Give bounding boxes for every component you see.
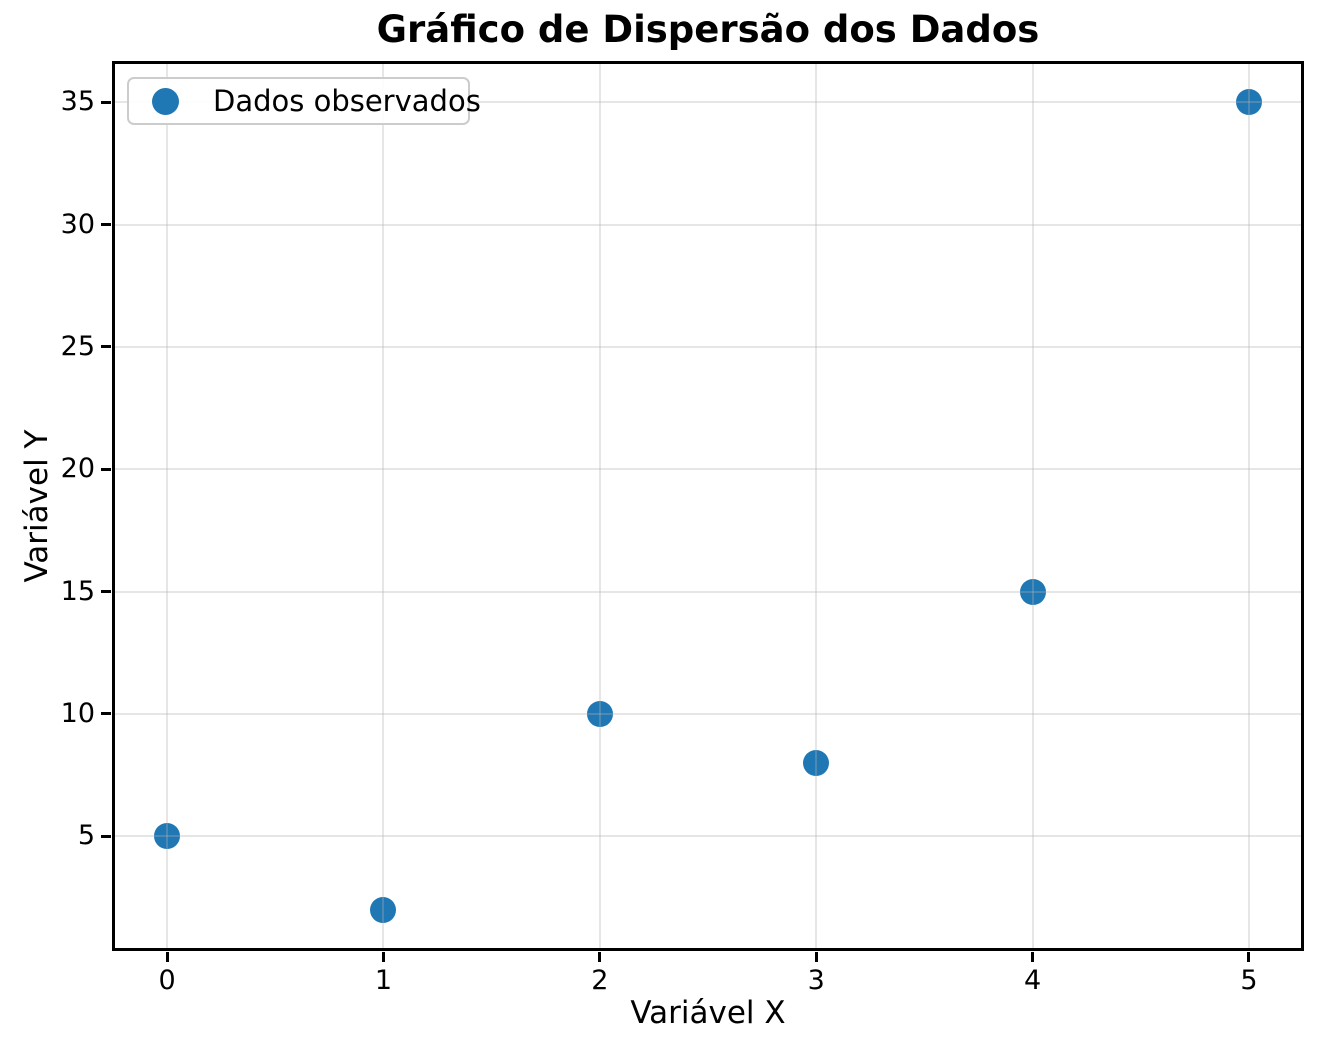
data-point	[1019, 578, 1046, 605]
y-tick-mark	[101, 590, 111, 594]
legend-label: Dados observados	[213, 84, 481, 118]
y-tick-mark	[101, 100, 111, 104]
x-tick-label: 5	[1240, 965, 1258, 996]
gridline-vertical	[382, 62, 385, 950]
x-tick-label: 3	[807, 965, 825, 996]
data-point	[370, 896, 397, 923]
x-axis-label: Variável X	[630, 995, 786, 1031]
y-tick-mark	[101, 345, 111, 349]
y-tick-label: 35	[60, 86, 95, 118]
gridline-horizontal	[113, 223, 1303, 226]
x-tick-mark	[381, 952, 385, 962]
data-point	[154, 823, 181, 850]
gridline-vertical	[815, 62, 818, 950]
x-tick-mark	[1031, 952, 1035, 962]
axes-spines	[112, 61, 1304, 951]
x-tick-label: 2	[591, 965, 609, 996]
data-point	[1235, 89, 1262, 116]
y-tick-label: 30	[60, 208, 95, 240]
x-tick-mark	[598, 952, 602, 962]
y-tick-mark	[101, 834, 111, 838]
gridline-horizontal	[113, 468, 1303, 471]
x-tick-label: 4	[1023, 965, 1042, 996]
data-point	[803, 749, 830, 776]
x-tick-mark	[814, 952, 818, 962]
chart-title: Gráfico de Dispersão dos Dados	[376, 8, 1040, 51]
legend: Dados observados	[127, 77, 481, 125]
x-tick-label: 0	[158, 965, 176, 996]
y-tick-mark	[101, 712, 111, 716]
x-tick-label: 1	[374, 965, 393, 996]
data-point	[586, 700, 613, 727]
gridline-vertical	[1247, 62, 1250, 950]
gridline-vertical	[166, 62, 169, 950]
gridline-horizontal	[113, 590, 1303, 593]
gridline-horizontal	[113, 345, 1303, 348]
gridline-vertical	[598, 62, 601, 950]
plot-area: Dados observados 0 1 2 3 4 5 5 10 15 20 25 30 35	[61, 61, 1304, 996]
x-tick-mark	[1247, 952, 1251, 962]
y-tick-mark	[101, 467, 111, 471]
gridline-vertical	[1031, 62, 1034, 950]
y-tick-label: 15	[60, 575, 95, 607]
y-tick-label: 5	[77, 820, 95, 852]
y-tick-label: 25	[60, 330, 95, 362]
y-tick-mark	[101, 223, 111, 227]
gridline-horizontal	[113, 835, 1303, 838]
y-tick-label: 20	[60, 453, 95, 485]
legend-marker-circle-icon	[152, 87, 179, 115]
y-tick-label: 10	[60, 697, 95, 729]
gridline-horizontal	[113, 712, 1303, 715]
x-tick-mark	[165, 952, 169, 962]
